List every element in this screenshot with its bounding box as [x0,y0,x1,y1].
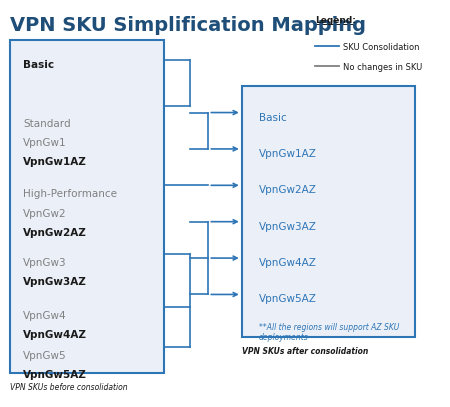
Text: VPN SKUs after consolidation: VPN SKUs after consolidation [242,347,368,356]
Text: VPN SKUs before consolidation: VPN SKUs before consolidation [10,383,128,392]
Text: **All the regions will support AZ SKU
deployments: **All the regions will support AZ SKU de… [259,323,400,342]
Text: VpnGw2AZ: VpnGw2AZ [259,185,317,195]
Text: SKU Consolidation: SKU Consolidation [343,43,420,52]
Text: VpnGw2AZ: VpnGw2AZ [23,228,87,238]
Text: Legend:: Legend: [315,15,356,24]
FancyBboxPatch shape [10,40,164,373]
Text: VPN SKU Simplification Mapping: VPN SKU Simplification Mapping [10,15,366,35]
Text: VpnGw1: VpnGw1 [23,138,67,148]
Text: VpnGw4AZ: VpnGw4AZ [23,330,87,340]
Text: VpnGw5AZ: VpnGw5AZ [23,370,87,381]
Text: Basic: Basic [259,113,287,123]
Text: VpnGw1AZ: VpnGw1AZ [23,158,87,167]
FancyBboxPatch shape [242,86,415,337]
Text: VpnGw5: VpnGw5 [23,351,67,361]
Text: VpnGw5AZ: VpnGw5AZ [259,294,317,304]
Text: VpnGw2: VpnGw2 [23,209,67,219]
Text: No changes in SKU: No changes in SKU [343,63,423,72]
Text: VpnGw4AZ: VpnGw4AZ [259,258,317,268]
Text: Standard: Standard [23,118,71,129]
Text: VpnGw3AZ: VpnGw3AZ [259,222,317,232]
Text: VpnGw1AZ: VpnGw1AZ [259,149,317,159]
Text: High-Performance: High-Performance [23,189,117,199]
Text: VpnGw3: VpnGw3 [23,258,67,268]
Text: VpnGw3AZ: VpnGw3AZ [23,278,87,287]
Text: VpnGw4: VpnGw4 [23,311,67,321]
Text: Basic: Basic [23,60,54,70]
